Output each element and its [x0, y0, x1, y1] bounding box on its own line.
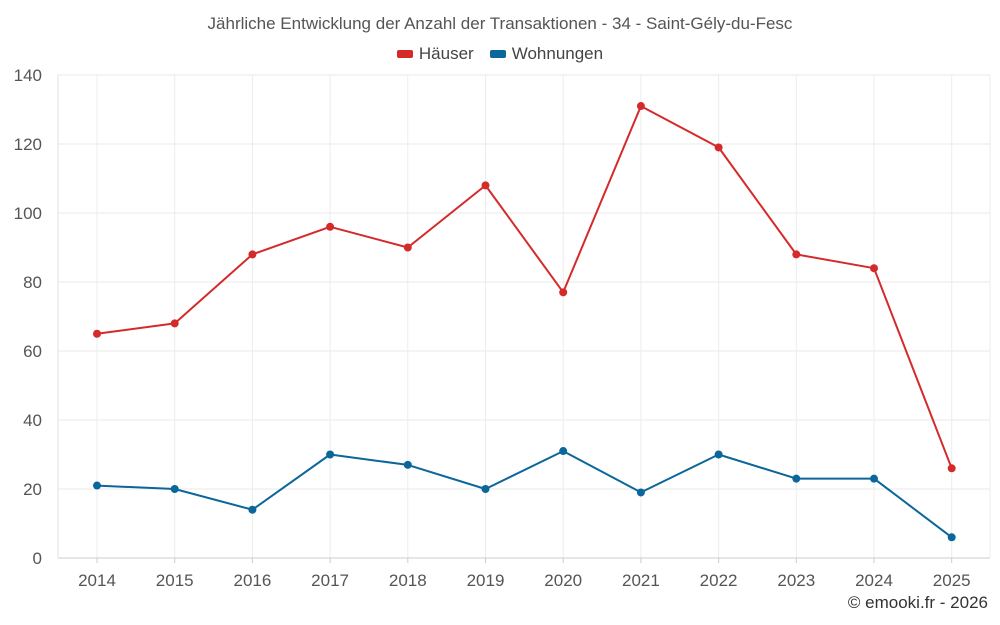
x-tick-label: 2014	[78, 571, 116, 590]
data-point-wohnungen[interactable]	[636, 488, 645, 497]
legend-item-haeuser[interactable]: Häuser	[396, 44, 474, 64]
data-point-haeuser[interactable]	[636, 102, 645, 111]
data-point-haeuser[interactable]	[792, 250, 801, 259]
legend-label-wohnungen: Wohnungen	[511, 44, 604, 63]
x-tick-label: 2024	[855, 571, 893, 590]
y-tick-label: 60	[23, 342, 42, 361]
data-point-wohnungen[interactable]	[792, 474, 801, 483]
data-point-haeuser[interactable]	[403, 243, 412, 252]
x-tick-label: 2025	[933, 571, 971, 590]
data-point-haeuser[interactable]	[947, 464, 956, 473]
data-point-wohnungen[interactable]	[714, 450, 723, 459]
y-tick-label: 0	[33, 549, 42, 568]
data-point-haeuser[interactable]	[170, 319, 179, 328]
footer-credit: © emooki.fr - 2026	[847, 593, 988, 612]
data-point-wohnungen[interactable]	[93, 481, 101, 490]
y-tick-label: 80	[23, 273, 42, 292]
data-point-haeuser[interactable]	[559, 288, 568, 297]
x-tick-label: 2019	[467, 571, 505, 590]
data-point-haeuser[interactable]	[870, 264, 878, 273]
y-tick-label: 20	[23, 480, 42, 499]
legend: Häuser Wohnungen	[0, 44, 1000, 64]
x-tick-label: 2021	[622, 571, 660, 590]
y-tick-label: 100	[14, 204, 42, 223]
x-tick-label: 2015	[156, 571, 194, 590]
data-point-haeuser[interactable]	[248, 250, 257, 259]
data-point-wohnungen[interactable]	[248, 505, 257, 514]
data-point-wohnungen[interactable]	[559, 447, 568, 456]
grid	[58, 74, 990, 558]
x-tick-label: 2017	[311, 571, 349, 590]
x-tick-label: 2022	[700, 571, 738, 590]
y-tick-label: 140	[14, 66, 42, 85]
legend-swatch-wohnungen	[489, 50, 506, 58]
data-point-wohnungen[interactable]	[403, 460, 412, 469]
data-point-wohnungen[interactable]	[947, 533, 956, 542]
data-point-wohnungen[interactable]	[326, 450, 335, 459]
axes: 0 20 40 60 80 100 120 140 2014 2015 2016 2017 2018 20…	[14, 66, 991, 590]
data-point-haeuser[interactable]	[93, 329, 101, 338]
x-tick-label: 2020	[544, 571, 582, 590]
data-point-haeuser[interactable]	[714, 143, 723, 152]
series-line-haeuser	[96, 105, 953, 469]
chart-title: Jährliche Entwicklung der Anzahl der Tra…	[207, 14, 793, 33]
data-point-wohnungen[interactable]	[170, 485, 179, 493]
x-tick-label: 2018	[389, 571, 427, 590]
data-point-haeuser[interactable]	[481, 181, 490, 190]
y-tick-label: 40	[23, 411, 42, 430]
y-tick-label: 120	[14, 135, 42, 154]
data-point-haeuser[interactable]	[326, 222, 335, 231]
series-group	[93, 102, 956, 542]
x-tick-label: 2016	[233, 571, 271, 590]
x-tick-label: 2023	[777, 571, 815, 590]
legend-swatch-haeuser	[396, 50, 413, 58]
data-point-wohnungen[interactable]	[870, 474, 878, 483]
series-line-wohnungen	[96, 450, 953, 539]
legend-label-haeuser: Häuser	[418, 44, 474, 63]
data-point-wohnungen[interactable]	[481, 485, 490, 493]
legend-item-wohnungen[interactable]: Wohnungen	[489, 44, 604, 64]
